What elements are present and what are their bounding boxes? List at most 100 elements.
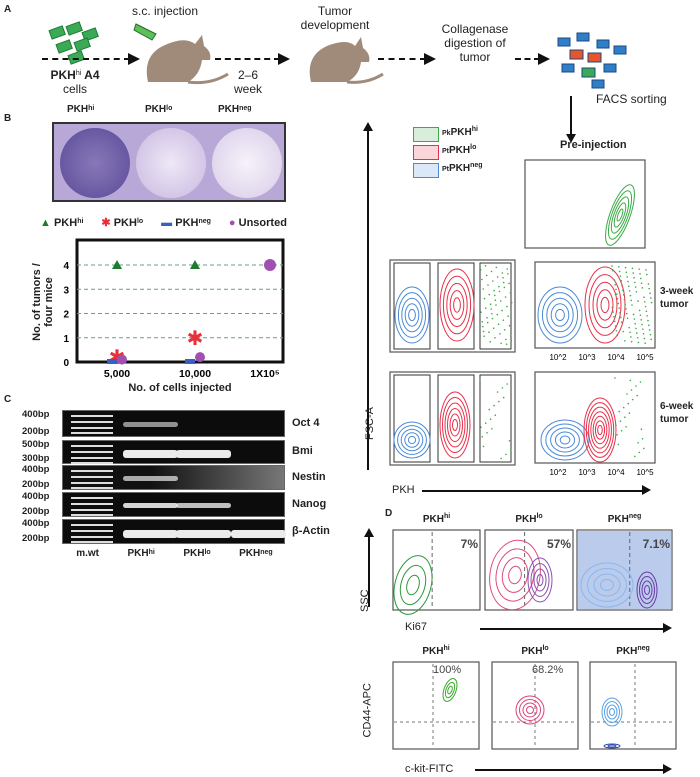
event-dot (492, 327, 495, 330)
gene-label: Nestin (292, 470, 326, 483)
y-tick-label: 3 (63, 285, 69, 296)
contour (404, 432, 420, 448)
event-dot (486, 317, 488, 319)
event-dot (624, 303, 626, 306)
contour (580, 562, 634, 608)
event-dot (620, 316, 622, 319)
event-dot (642, 328, 644, 330)
event-dot (484, 422, 487, 425)
event-dot (489, 341, 492, 343)
lane-label: PKHneg (239, 548, 273, 559)
event-dot (479, 269, 482, 271)
event-dot (505, 338, 507, 341)
event-dot (622, 406, 625, 409)
event-dot (632, 313, 635, 316)
event-dot (647, 283, 650, 285)
legend-swatch (413, 145, 439, 160)
ladder-band (71, 524, 113, 526)
event-dot (505, 453, 507, 456)
event-dot (615, 329, 618, 332)
well-label-hi: PKHhi (67, 104, 95, 115)
ladder-band (71, 415, 113, 417)
event-dot (630, 340, 633, 343)
dna-band (176, 450, 231, 458)
contour (447, 685, 453, 695)
event-dot (628, 290, 631, 292)
event-dot (484, 265, 487, 267)
contour (397, 292, 427, 338)
bp-marker-bottom: 200bp (22, 506, 50, 517)
pkh-axis-line (422, 490, 644, 492)
contour (587, 568, 627, 602)
ki67-percent: 57% (546, 537, 571, 551)
event-dot (626, 312, 628, 315)
flow-plot-frame (534, 261, 656, 349)
event-dot (505, 343, 508, 346)
dna-band (176, 529, 231, 538)
duration-label: 2–6 week (233, 68, 262, 96)
row-6-week-label: 6-week tumor (660, 401, 694, 425)
dna-band (123, 529, 178, 538)
contour (537, 286, 583, 344)
cells-icon (48, 21, 99, 65)
arrow-icon (538, 53, 550, 65)
dna-band (123, 502, 178, 508)
event-dot (626, 393, 628, 395)
event-dot (619, 275, 622, 277)
event-dot (627, 280, 629, 283)
cd44-plot-title: PKHhi (422, 645, 450, 657)
event-dot (489, 418, 492, 421)
tumor-development-label: Tumor development (300, 4, 370, 32)
event-dot (486, 432, 488, 434)
panel-d-letter: D (385, 508, 393, 519)
well-label-neg: PKHneg (218, 104, 252, 115)
contour (527, 557, 553, 603)
ladder-band (71, 482, 113, 484)
contour (489, 539, 541, 611)
arrow-up-icon (363, 122, 373, 131)
contour (550, 427, 580, 453)
event-dot (625, 271, 628, 274)
x-tick-label: 10^5 (636, 353, 654, 362)
ladder-band (71, 497, 113, 499)
ladder-band (71, 503, 113, 505)
x-tick-label: 10^2 (549, 353, 567, 362)
contour (519, 699, 541, 721)
contour (407, 435, 417, 445)
bp-marker-top: 400bp (22, 491, 50, 502)
event-dot (616, 334, 618, 337)
ki67-percent: 7% (460, 537, 478, 551)
event-dot (495, 266, 498, 269)
contour (607, 190, 633, 240)
contour (536, 574, 544, 586)
event-dot (496, 391, 499, 393)
contour (453, 297, 461, 313)
contour (406, 574, 420, 596)
contour (588, 406, 612, 454)
event-dot (644, 301, 646, 303)
legend-item-unsorted: ● Unsorted (228, 217, 287, 229)
event-dot (637, 300, 639, 302)
ladder-band (71, 451, 113, 453)
row-3-week-label: 3-week tumor (660, 286, 694, 310)
gel-row-bmi (62, 440, 285, 464)
event-dot (487, 284, 489, 286)
event-dot (492, 280, 494, 282)
event-dot (491, 317, 494, 320)
bp-marker-bottom: 200bp (22, 426, 50, 437)
event-dot (633, 318, 636, 320)
arrow-icon (424, 53, 436, 65)
contour (501, 557, 529, 593)
contour (592, 415, 608, 445)
bp-marker-bottom: 200bp (22, 479, 50, 490)
event-dot (510, 339, 513, 342)
data-point-pkhneg (185, 359, 195, 364)
event-dot (614, 377, 616, 379)
ki67-label: Ki67 (405, 621, 428, 633)
event-dot (616, 434, 618, 436)
contour (442, 275, 472, 335)
contour (594, 420, 606, 440)
event-dot (486, 321, 489, 324)
event-dot (648, 324, 650, 327)
flow-plot-frame (524, 159, 646, 249)
